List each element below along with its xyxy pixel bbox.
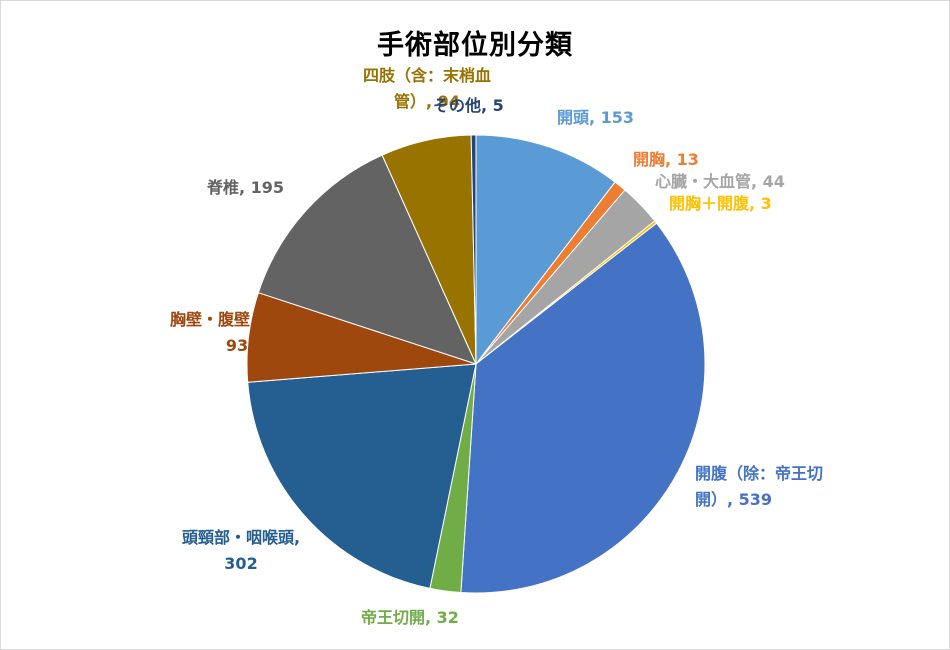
chart-title: 手術部位別分類: [377, 30, 573, 61]
pie-slice-9: [257, 154, 477, 365]
slice-label-2: 開胸, 13: [633, 147, 699, 173]
slice-label-5: 開腹（除：帝王切 開）, 539: [695, 461, 823, 513]
slice-label-4: 開胸＋開腹, 3: [669, 191, 772, 217]
slice-label-line: 開胸, 13: [633, 150, 699, 169]
slice-label-line: 管）, 94: [394, 92, 460, 111]
slice-label-line: 四肢（含：末梢血: [362, 66, 491, 85]
pie-slice-11: [470, 134, 477, 365]
slice-label-line: 帝王切開, 32: [361, 608, 459, 627]
slice-label-1: 開頭, 153: [557, 105, 634, 131]
pie-slice-7: [247, 363, 477, 589]
pie-slice-5: [460, 222, 706, 594]
slice-label-3: 心臓・大血管, 44: [655, 169, 785, 195]
slice-label-line: 開腹（除：帝王切: [695, 464, 824, 483]
slice-label-line: 開胸＋開腹, 3: [669, 194, 772, 213]
slice-label-line: 開頭, 153: [557, 108, 635, 127]
slice-label-line: 心臓・大血管, 44: [655, 172, 785, 191]
slice-label-7: 頭頸部・咽喉頭, 302: [151, 525, 331, 577]
slice-label-line: 93: [225, 336, 249, 355]
slice-label-11: その他, 5: [433, 93, 504, 119]
slice-label-9: 脊椎, 195: [207, 175, 284, 201]
slice-label-line: 胸壁・腹壁・会陰,: [169, 310, 305, 329]
slice-label-line: 頭頸部・咽喉頭,: [181, 528, 301, 547]
pie-slice-1: [475, 134, 616, 366]
slice-label-line: 302: [224, 554, 258, 573]
slice-label-line: その他, 5: [433, 96, 504, 115]
slice-label-8: 胸壁・腹壁・会陰, 93: [147, 307, 327, 359]
slice-label-line: 開）, 539: [695, 490, 773, 509]
slice-label-10: 四肢（含：末梢血 管）, 94: [327, 63, 527, 115]
slice-label-line: 脊椎, 195: [207, 178, 285, 197]
slice-label-6: 帝王切開, 32: [361, 605, 459, 631]
